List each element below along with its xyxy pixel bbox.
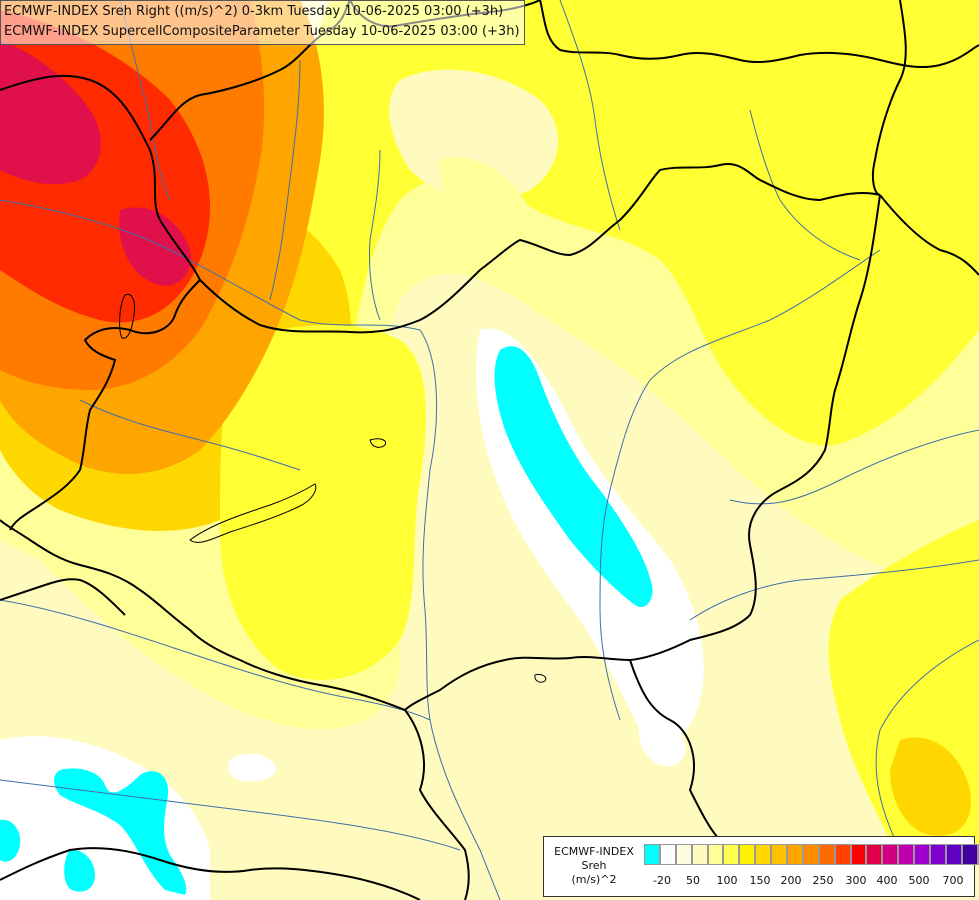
field-white-se: [638, 716, 686, 767]
field-yellow-west: [220, 325, 426, 680]
map-title-box: ECMWF-INDEX Sreh Right ((m/s)^2) 0-3km T…: [0, 0, 525, 45]
legend-ticks: -20 50 100 150 200 250 300 400 500 700: [644, 874, 974, 890]
border-cz-sk-at: [0, 74, 201, 281]
legend-label: ECMWF-INDEX Sreh (m/s)^2: [548, 845, 640, 887]
lake-small: [369, 438, 547, 683]
legend-swatch: [898, 844, 915, 865]
river-drava: [0, 599, 431, 721]
field-pale-north: [389, 69, 559, 201]
legend-swatch: [644, 844, 660, 865]
legend-swatch: [834, 844, 851, 865]
river-danube: [0, 199, 501, 900]
field-gold-se: [890, 737, 971, 836]
river-north: [559, 0, 621, 231]
river-hron: [369, 149, 381, 321]
river-tisza: [599, 249, 881, 721]
river-somes: [729, 429, 979, 505]
legend-swatch: [914, 844, 931, 865]
lake-balaton: [189, 483, 317, 543]
river-vah: [269, 59, 301, 301]
field-pale-hook: [440, 157, 533, 253]
legend-swatch: [961, 844, 978, 865]
color-legend: ECMWF-INDEX Sreh (m/s)^2 -20 50 100 150 200 2…: [543, 836, 979, 897]
legend-parameter: Sreh: [581, 859, 607, 872]
legend-swatch: [930, 844, 946, 865]
legend-tick: 300: [845, 874, 867, 887]
border-rs-ba: [404, 709, 470, 900]
map-subtitle: ECMWF-INDEX SupercellCompositeParameter …: [4, 24, 520, 39]
field-crimson: [0, 40, 191, 286]
river-olt: [875, 639, 979, 851]
border-hu-rs: [404, 656, 631, 711]
border-hr-ba: [0, 847, 421, 900]
legend-swatches: [644, 844, 979, 865]
legend-tick: 700: [942, 874, 964, 887]
legend-swatch: [787, 844, 803, 865]
border-rs-ro: [629, 659, 721, 841]
legend-unit: (m/s)^2: [571, 873, 617, 886]
legend-swatch: [739, 844, 756, 865]
legend-source: ECMWF-INDEX: [554, 845, 634, 858]
legend-swatch: [659, 844, 676, 865]
legend-swatch: [818, 844, 835, 865]
legend-swatch: [723, 844, 740, 865]
legend-swatch: [850, 844, 867, 865]
river-sava: [0, 779, 461, 851]
field-white-blob: [228, 753, 276, 782]
river-east: [749, 109, 861, 261]
field-cyan-center: [494, 346, 653, 608]
legend-tick: 200: [780, 874, 802, 887]
legend-tick: 150: [749, 874, 771, 887]
legend-swatch: [755, 844, 772, 865]
border-hr-si: [0, 578, 126, 616]
lake-neusiedl: [119, 293, 135, 339]
legend-tick: 100: [716, 874, 738, 887]
border-ua-north: [539, 0, 979, 69]
border-ro-ua: [871, 0, 907, 196]
legend-swatch: [771, 844, 788, 865]
legend-tick: 250: [812, 874, 834, 887]
legend-swatch: [945, 844, 962, 865]
river-mures: [689, 559, 979, 621]
legend-swatch: [802, 844, 819, 865]
border-sk-hu: [199, 163, 881, 334]
river-raab: [79, 399, 301, 471]
legend-swatch: [707, 844, 724, 865]
legend-tick: -20: [653, 874, 671, 887]
field-cyan-sw: [0, 768, 187, 895]
border-hu-ro: [629, 194, 979, 661]
legend-tick: 500: [908, 874, 930, 887]
legend-swatch: [882, 844, 899, 865]
legend-tick: 400: [876, 874, 898, 887]
map-title: ECMWF-INDEX Sreh Right ((m/s)^2) 0-3km T…: [4, 4, 504, 19]
legend-swatch: [866, 844, 883, 865]
legend-swatch: [691, 844, 708, 865]
legend-tick: 50: [686, 874, 700, 887]
legend-swatch: [977, 844, 979, 865]
border-hu-hr: [0, 519, 406, 711]
legend-swatch: [675, 844, 692, 865]
border-at-hu: [9, 279, 201, 531]
